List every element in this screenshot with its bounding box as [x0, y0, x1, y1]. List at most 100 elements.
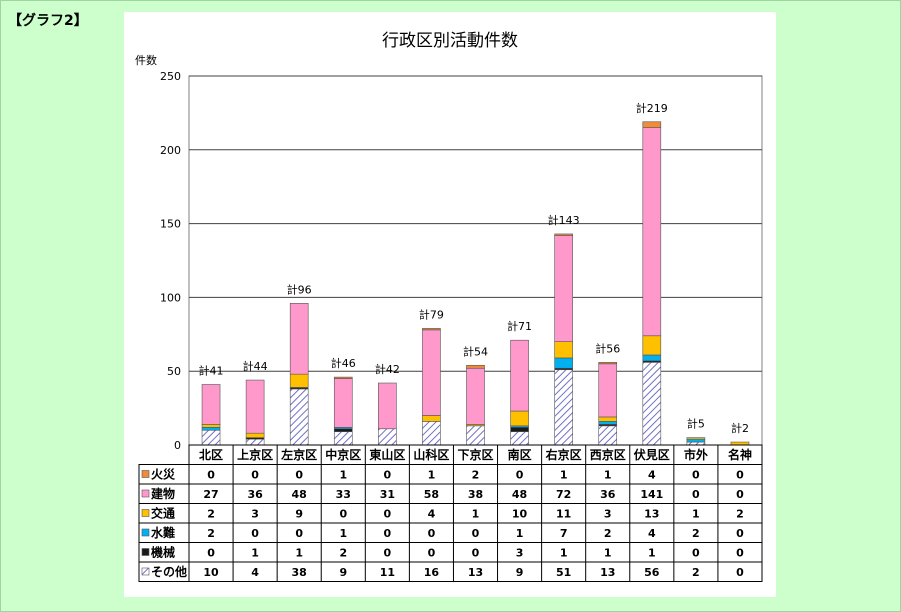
table-value: 0 — [251, 527, 259, 540]
y-tick-label: 100 — [160, 291, 181, 304]
bar-stack — [642, 121, 662, 446]
table-value: 3 — [604, 508, 612, 521]
category-label: 右京区 — [545, 447, 582, 462]
y-tick-label: 150 — [160, 218, 181, 231]
bar-segment — [201, 384, 221, 425]
category-label: 上京区 — [237, 447, 273, 462]
category-label: 北区 — [199, 447, 223, 462]
bar-stack — [686, 437, 706, 446]
table-value: 0 — [339, 508, 347, 521]
table-value: 4 — [251, 566, 259, 579]
category-label: 山科区 — [413, 447, 449, 462]
table-value: 2 — [339, 547, 347, 560]
bar-segment — [598, 362, 618, 365]
bar-segment — [642, 121, 662, 128]
table-value: 4 — [428, 508, 436, 521]
table-value: 4 — [648, 469, 656, 482]
table-value: 11 — [380, 566, 395, 579]
bar-segment — [598, 416, 618, 422]
table-value: 0 — [736, 488, 744, 501]
total-label: 計54 — [463, 344, 488, 358]
table-value: 1 — [560, 469, 568, 482]
table-value: 0 — [384, 547, 392, 560]
bar-segment — [598, 421, 618, 425]
total-label: 計2 — [731, 421, 749, 435]
bar-segment — [378, 428, 397, 446]
bar-segment — [201, 429, 221, 446]
bar-segment — [642, 354, 662, 362]
category-label: 伏見区 — [634, 447, 670, 462]
bar-stack — [245, 379, 265, 446]
bar-segment — [598, 425, 618, 446]
table-value: 1 — [648, 547, 656, 560]
bar-segment — [510, 426, 529, 433]
bar-segment — [510, 431, 529, 446]
bar-segment — [642, 335, 662, 356]
legend-swatch — [141, 548, 150, 556]
bar-stack — [201, 384, 221, 446]
bar-segment — [245, 438, 265, 446]
table-value: 2 — [207, 527, 215, 540]
table-value: 0 — [516, 469, 524, 482]
y-tick-labels: 0 50 100 150 200 250 — [160, 70, 181, 452]
table-value: 0 — [692, 547, 700, 560]
bar-segment — [554, 341, 573, 359]
bar-segment — [333, 428, 353, 433]
table-value: 4 — [648, 527, 656, 540]
legend-entry: 交通 — [151, 506, 175, 521]
table-value: 2 — [736, 508, 744, 521]
bar-segment — [466, 425, 485, 446]
bar-stack — [378, 382, 397, 446]
table-value: 2 — [207, 508, 215, 521]
total-label: 計5 — [687, 417, 705, 431]
table-value: 51 — [556, 566, 571, 579]
bar-segment — [554, 233, 573, 236]
bar-segment — [686, 438, 706, 443]
table-value: 3 — [516, 547, 524, 560]
table-value: 72 — [556, 488, 571, 501]
legend-entry: 機械 — [151, 545, 175, 560]
table-value: 0 — [251, 469, 259, 482]
total-label: 計46 — [331, 356, 356, 370]
bar-segment — [554, 357, 573, 369]
table-value: 13 — [468, 566, 483, 579]
bar-segment — [466, 367, 485, 425]
category-label: 市外 — [684, 447, 708, 462]
table-value: 0 — [736, 527, 744, 540]
table-value: 36 — [600, 488, 616, 501]
bar-segment — [333, 376, 353, 379]
table-value: 31 — [380, 488, 395, 501]
table-value: 16 — [424, 566, 440, 579]
bar-stacks — [201, 121, 750, 446]
table-value: 48 — [292, 488, 307, 501]
table-value: 0 — [692, 488, 700, 501]
bar-segment — [422, 415, 441, 422]
bar-stack — [289, 303, 309, 446]
total-label: 計219 — [636, 101, 668, 115]
total-label: 計71 — [507, 319, 532, 333]
table-value: 0 — [384, 527, 392, 540]
category-label: 下京区 — [457, 447, 493, 462]
y-tick-label: 200 — [160, 144, 181, 157]
table-value: 2 — [692, 566, 700, 579]
table-value: 0 — [736, 566, 744, 579]
bar-segment — [289, 373, 309, 388]
table-value: 1 — [604, 547, 612, 560]
table-value: 2 — [472, 469, 480, 482]
table-value: 0 — [428, 527, 436, 540]
bar-segment — [245, 432, 265, 438]
total-label: 計96 — [287, 282, 312, 296]
bar-stack — [422, 328, 441, 446]
bar-segment — [554, 235, 573, 342]
table-value: 141 — [640, 488, 663, 501]
table-value: 27 — [203, 488, 218, 501]
table-value: 0 — [384, 508, 392, 521]
table-value: 2 — [692, 527, 700, 540]
table-value: 7 — [560, 527, 568, 540]
bar-segment — [378, 382, 397, 430]
y-tick-label: 50 — [167, 365, 181, 378]
bar-segment — [510, 410, 529, 427]
table-value: 0 — [384, 469, 392, 482]
bar-segment — [333, 378, 353, 428]
bar-segment — [598, 363, 618, 418]
